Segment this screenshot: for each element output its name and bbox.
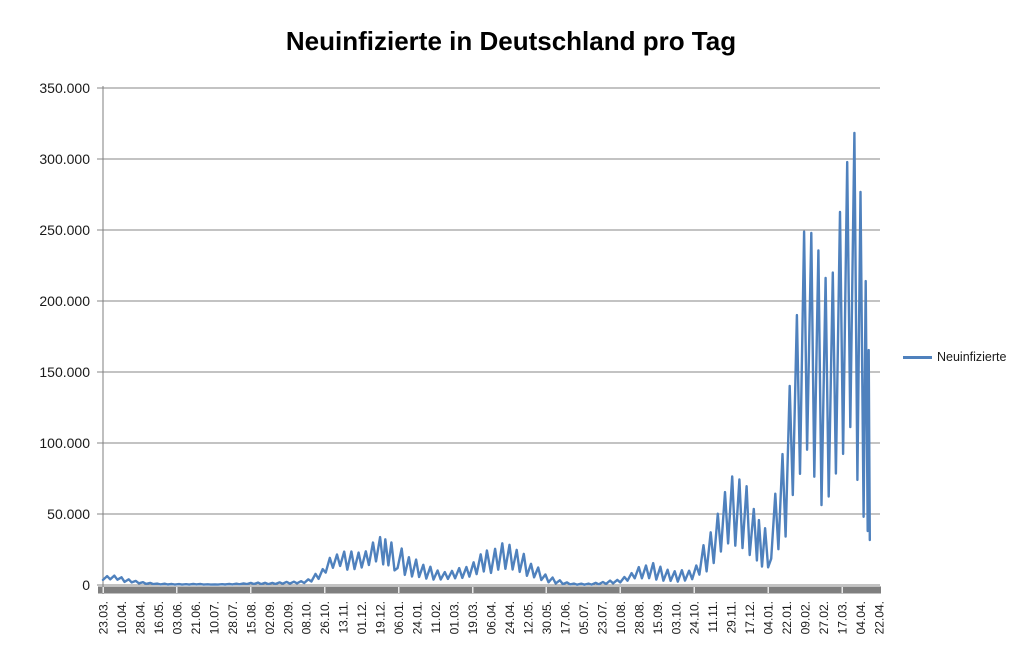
legend-series-label: Neuinfizierte	[937, 350, 1007, 364]
x-axis-labels: 23.03. 10.04. 28.04. 16.05. 03.06. 21.06. 10.0…	[97, 601, 887, 634]
svg-text:16.05.: 16.05.	[152, 601, 166, 634]
chart-title: Neuinfizierte in Deutschland pro Tag	[285, 26, 737, 56]
svg-text:350.000: 350.000	[39, 80, 90, 96]
svg-text:01.12.: 01.12.	[355, 601, 369, 634]
svg-text:10.07.: 10.07.	[207, 601, 221, 634]
svg-text:10.04.: 10.04.	[115, 601, 129, 634]
series-line-neuinfizierte	[101, 131, 871, 586]
y-axis-labels: 0 50.000 100.000 150.000 200.000 250.000 300.0…	[39, 80, 90, 593]
svg-text:23.03.: 23.03.	[97, 601, 111, 634]
svg-text:15.09.: 15.09.	[651, 601, 665, 634]
svg-text:24.10.: 24.10.	[688, 601, 702, 634]
svg-text:24.01.: 24.01.	[411, 601, 425, 634]
svg-text:24.04.: 24.04.	[503, 601, 517, 634]
svg-text:02.09.: 02.09.	[263, 601, 277, 634]
svg-text:04.04.: 04.04.	[854, 601, 868, 634]
svg-text:22.04.: 22.04.	[873, 601, 887, 634]
svg-text:100.000: 100.000	[39, 435, 90, 451]
svg-text:19.03.: 19.03.	[466, 601, 480, 634]
svg-text:22.01.: 22.01.	[780, 601, 794, 634]
svg-text:250.000: 250.000	[39, 222, 90, 238]
svg-text:30.05.: 30.05.	[540, 601, 554, 634]
svg-text:12.05.: 12.05.	[521, 601, 535, 634]
svg-text:09.02.: 09.02.	[799, 601, 813, 634]
svg-text:29.11.: 29.11.	[725, 601, 739, 633]
svg-text:26.10.: 26.10.	[318, 601, 332, 634]
svg-text:03.10.: 03.10.	[669, 601, 683, 634]
svg-text:300.000: 300.000	[39, 151, 90, 167]
svg-text:19.12.: 19.12.	[374, 601, 388, 634]
legend: Neuinfizierte	[903, 350, 1006, 364]
svg-text:200.000: 200.000	[39, 293, 90, 309]
svg-text:06.01.: 06.01.	[392, 601, 406, 634]
svg-text:20.09.: 20.09.	[281, 601, 295, 634]
svg-text:01.03.: 01.03.	[448, 601, 462, 634]
svg-text:21.06.: 21.06.	[189, 601, 203, 634]
legend-line-sample-icon	[903, 355, 932, 359]
svg-text:17.06.: 17.06.	[558, 601, 572, 634]
svg-text:11.02.: 11.02.	[429, 601, 443, 633]
svg-text:13.11.: 13.11.	[337, 601, 351, 633]
svg-text:28.08.: 28.08.	[632, 601, 646, 634]
svg-text:11.11.: 11.11.	[706, 601, 720, 633]
x-axis-band	[98, 586, 881, 594]
svg-text:50.000: 50.000	[47, 506, 90, 522]
svg-text:03.06.: 03.06.	[170, 601, 184, 634]
svg-text:06.04.: 06.04.	[485, 601, 499, 634]
svg-text:150.000: 150.000	[39, 364, 90, 380]
svg-text:0: 0	[82, 577, 90, 593]
svg-text:17.12.: 17.12.	[743, 601, 757, 634]
svg-text:10.08.: 10.08.	[614, 601, 628, 634]
svg-text:04.01.: 04.01.	[762, 601, 776, 634]
svg-text:28.04.: 28.04.	[133, 601, 147, 634]
svg-text:17.03.: 17.03.	[836, 601, 850, 634]
svg-text:15.08.: 15.08.	[244, 601, 258, 634]
svg-text:05.07.: 05.07.	[577, 601, 591, 634]
svg-text:23.07.: 23.07.	[595, 601, 609, 634]
svg-text:27.02.: 27.02.	[817, 601, 831, 634]
svg-text:08.10.: 08.10.	[300, 601, 314, 634]
y-gridlines	[97, 87, 880, 586]
svg-text:28.07.: 28.07.	[226, 601, 240, 634]
